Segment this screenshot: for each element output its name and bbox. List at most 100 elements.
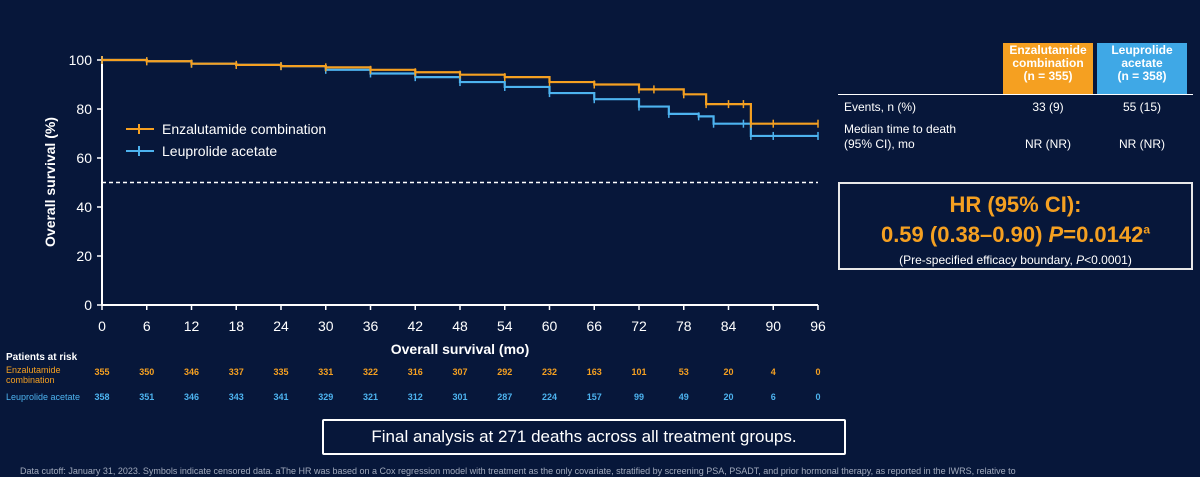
stats-median-leu: NR (NR) <box>1119 137 1165 151</box>
hr-title: HR (95% CI): <box>949 192 1082 217</box>
col-enz-line3: (n = 355) <box>1023 69 1073 83</box>
risk-number-enzalutamide: 307 <box>452 367 468 377</box>
risk-number-leuprolide: 346 <box>183 392 200 402</box>
risk-number-leuprolide: 157 <box>586 392 602 402</box>
risk-number-enzalutamide: 163 <box>586 367 602 377</box>
stats-events-leu: 55 (15) <box>1122 100 1162 114</box>
risk-number-enzalutamide: 20 <box>723 367 734 377</box>
legend-swatch-leuprolide <box>126 146 154 156</box>
stats-events-enz: 33 (9) <box>1032 100 1064 114</box>
col-leu-line3: (n = 358) <box>1117 69 1167 83</box>
risk-number-enzalutamide: 346 <box>183 367 200 377</box>
risk-number-enzalutamide: 355 <box>94 367 110 377</box>
risk-number-leuprolide: 224 <box>541 392 558 402</box>
x-tick-label: 24 <box>273 318 289 334</box>
col-leu-line2: acetate <box>1121 56 1163 70</box>
x-tick-label: 42 <box>407 318 423 334</box>
col-leu-line1: Leuprolide <box>1111 43 1173 57</box>
stats-divider <box>838 94 1193 95</box>
hr-note-suffix: <0.0001) <box>1084 253 1132 267</box>
risk-number-enzalutamide: 335 <box>273 367 289 377</box>
y-tick-label: 20 <box>76 248 92 264</box>
x-tick-label: 72 <box>631 318 647 334</box>
risk-number-enzalutamide: 53 <box>678 367 689 377</box>
risk-number-leuprolide: 49 <box>678 392 689 402</box>
risk-number-leuprolide: 20 <box>723 392 734 402</box>
risk-number-enzalutamide: 331 <box>318 367 334 377</box>
km-curve-enzalutamide <box>102 58 818 125</box>
y-axis-label: Overall survival (%) <box>42 117 58 247</box>
hr-note-prefix: (Pre-specified efficacy boundary, <box>899 253 1077 267</box>
col-enz-line2: combination <box>1012 56 1084 70</box>
risk-number-leuprolide: 287 <box>497 392 513 402</box>
risk-number-enzalutamide: 292 <box>497 367 513 377</box>
risk-label-leuprolide: Leuprolide acetate <box>6 392 81 402</box>
x-tick-label: 66 <box>586 318 602 334</box>
y-tick-label: 40 <box>76 199 92 215</box>
risk-number-leuprolide: 0 <box>815 392 821 402</box>
risk-number-leuprolide: 312 <box>407 392 423 402</box>
x-tick-label: 12 <box>184 318 200 334</box>
risk-number-enzalutamide: 316 <box>407 367 423 377</box>
legend: Enzalutamide combination Leuprolide acet… <box>126 118 326 162</box>
legend-label-enzalutamide: Enzalutamide combination <box>162 121 327 137</box>
stats-row-median-label-2: (95% CI), mo <box>844 137 915 151</box>
x-tick-label: 30 <box>318 318 334 334</box>
legend-label-leuprolide: Leuprolide acetate <box>162 143 278 159</box>
y-tick-label: 100 <box>69 52 93 68</box>
risk-number-leuprolide: 329 <box>318 392 334 402</box>
stats-header: Enzalutamide combination (n = 355) Leupr… <box>1003 43 1187 94</box>
risk-table-title: Patients at risk <box>6 352 78 363</box>
x-tick-label: 18 <box>228 318 244 334</box>
x-tick-label: 0 <box>98 318 106 334</box>
risk-number-enzalutamide: 4 <box>770 367 776 377</box>
x-tick-label: 96 <box>810 318 826 334</box>
hr-note: (Pre-specified efficacy boundary, P<0.00… <box>840 253 1191 267</box>
y-tick-label: 80 <box>76 101 92 117</box>
footnote: Data cutoff: January 31, 2023. Symbols i… <box>20 466 1016 476</box>
x-tick-label: 60 <box>542 318 558 334</box>
legend-swatch-enzalutamide <box>126 124 154 134</box>
x-axis-label: Overall survival (mo) <box>390 341 530 357</box>
risk-number-leuprolide: 341 <box>273 392 289 402</box>
hr-estimate: 0.59 (0.38–0.90) <box>880 222 1049 247</box>
risk-number-leuprolide: 358 <box>94 392 110 402</box>
risk-number-leuprolide: 6 <box>770 392 776 402</box>
risk-number-enzalutamide: 232 <box>541 367 558 377</box>
risk-number-leuprolide: 321 <box>362 392 379 402</box>
risk-number-enzalutamide: 101 <box>631 367 647 377</box>
risk-number-enzalutamide: 322 <box>362 367 379 377</box>
legend-item-enzalutamide: Enzalutamide combination <box>126 118 326 140</box>
hr-p-value: =0.0142 <box>1063 222 1144 247</box>
stats-col-leuprolide: Leuprolide acetate (n = 358) <box>1097 43 1187 94</box>
hr-note-p: P <box>1076 253 1085 267</box>
risk-label-enz-line2: combination <box>6 375 55 385</box>
risk-number-leuprolide: 343 <box>228 392 244 402</box>
hr-superscript: a <box>1143 222 1151 237</box>
risk-number-enzalutamide: 337 <box>228 367 244 377</box>
stats-row-events-label: Events, n (%) <box>844 100 917 114</box>
x-tick-label: 90 <box>765 318 781 334</box>
hazard-ratio-box: HR (95% CI): 0.59 (0.38–0.90) P=0.0142a … <box>838 182 1193 270</box>
x-tick-label: 36 <box>363 318 379 334</box>
hr-value: 0.59 (0.38–0.90) P=0.0142a <box>840 222 1191 248</box>
x-tick-label: 78 <box>676 318 692 334</box>
stats-row-median-label-1: Median time to death <box>844 122 957 136</box>
legend-item-leuprolide: Leuprolide acetate <box>126 140 326 162</box>
stats-median-enz: NR (NR) <box>1025 137 1071 151</box>
y-tick-label: 60 <box>76 150 92 166</box>
col-enz-line1: Enzalutamide <box>1009 43 1087 57</box>
y-tick-label: 0 <box>84 297 92 313</box>
risk-label-enzalutamide: Enzalutamide combination <box>6 365 61 385</box>
risk-label-enz-line1: Enzalutamide <box>6 365 61 375</box>
risk-number-leuprolide: 99 <box>633 392 645 402</box>
hr-p-label: P <box>1048 222 1064 247</box>
x-tick-label: 48 <box>452 318 468 334</box>
x-tick-label: 54 <box>497 318 513 334</box>
x-tick-label: 84 <box>721 318 737 334</box>
stats-col-enzalutamide: Enzalutamide combination (n = 355) <box>1003 43 1093 94</box>
risk-number-enzalutamide: 350 <box>139 367 155 377</box>
risk-number-enzalutamide: 0 <box>815 367 821 377</box>
final-analysis-note: Final analysis at 271 deaths across all … <box>322 419 846 455</box>
